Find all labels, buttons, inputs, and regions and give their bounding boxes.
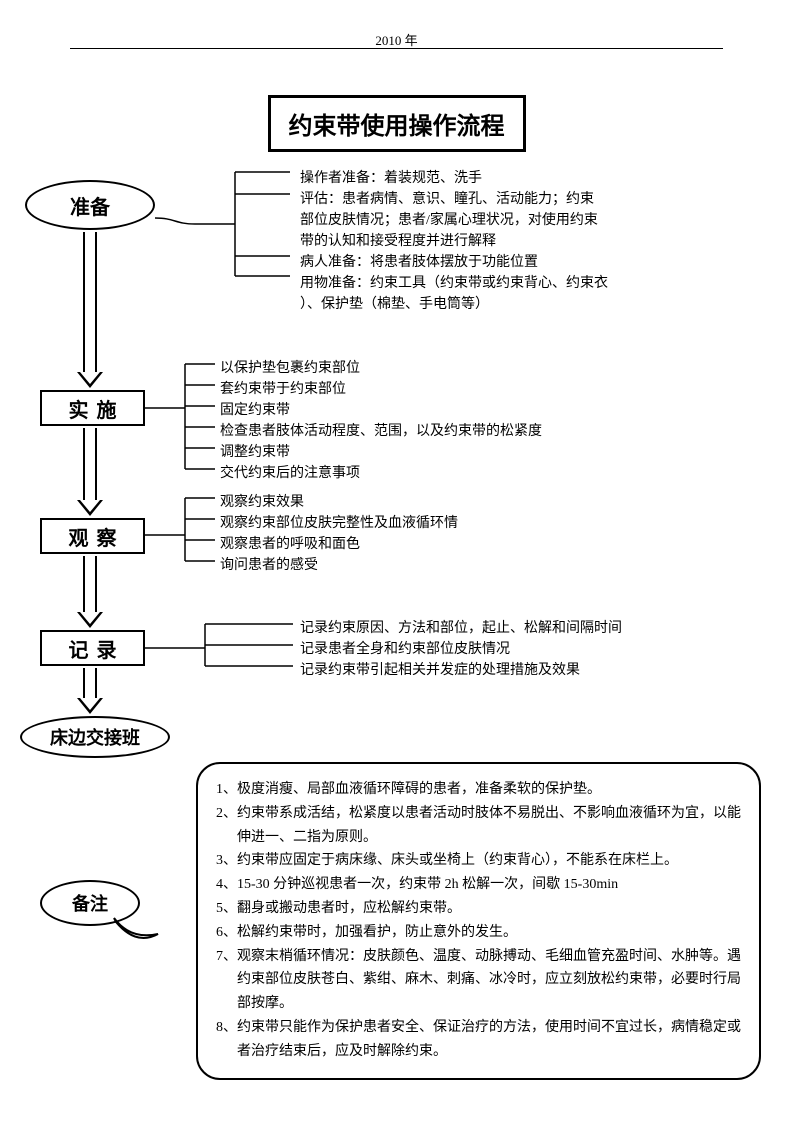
- note-text: 15-30 分钟巡视患者一次，约束带 2h 松解一次，间歇 15-30min: [237, 873, 741, 897]
- note-row: 2、约束带系成活结，松紧度以患者活动时肢体不易脱出、不影响血液循环为宜，以能伸进…: [216, 802, 741, 850]
- arrow-observe-record: [83, 556, 109, 628]
- note-row: 8、约束带只能作为保护患者安全、保证治疗的方法，使用时间不宜过长，病情稳定或者治…: [216, 1016, 741, 1064]
- callout-tail-icon: [112, 916, 162, 950]
- prepare-line: ）、保护垫（棉垫、手电筒等）: [300, 294, 608, 315]
- note-text: 松解约束带时，加强看护，防止意外的发生。: [237, 921, 741, 945]
- diagram-title: 约束带使用操作流程: [268, 95, 526, 152]
- prepare-line: 操作者准备：着装规范、洗手: [300, 168, 608, 189]
- implement-line: 套约束带于约束部位: [220, 379, 542, 400]
- node-record-label: 记录: [69, 634, 125, 663]
- brace-observe: [145, 490, 217, 580]
- note-text: 观察末梢循环情况：皮肤颜色、温度、动脉搏动、毛细血管充盈时间、水肿等。遇约束部位…: [237, 945, 741, 1016]
- record-line: 记录患者全身和约束部位皮肤情况: [300, 639, 622, 660]
- observe-line: 询问患者的感受: [220, 555, 458, 576]
- notes-box: 1、极度消瘦、局部血液循环障碍的患者，准备柔软的保护垫。 2、约束带系成活结，松…: [196, 762, 761, 1080]
- page-header-year: 2010 年: [0, 30, 793, 49]
- note-num: 3、: [216, 849, 237, 873]
- note-row: 1、极度消瘦、局部血液循环障碍的患者，准备柔软的保护垫。: [216, 778, 741, 802]
- header-divider: [70, 48, 723, 49]
- observe-line: 观察约束效果: [220, 492, 458, 513]
- observe-line: 观察患者的呼吸和面色: [220, 534, 458, 555]
- note-num: 1、: [216, 778, 237, 802]
- node-observe: 观察: [40, 518, 145, 554]
- note-num: 8、: [216, 1016, 237, 1064]
- brace-prepare: [155, 166, 295, 316]
- implement-line: 调整约束带: [220, 442, 542, 463]
- record-line: 记录约束带引起相关并发症的处理措施及效果: [300, 660, 622, 681]
- note-row: 7、观察末梢循环情况：皮肤颜色、温度、动脉搏动、毛细血管充盈时间、水肿等。遇约束…: [216, 945, 741, 1016]
- callout-notes: 备注: [40, 880, 140, 945]
- brace-record: [145, 616, 295, 686]
- note-text: 翻身或搬动患者时，应松解约束带。: [237, 897, 741, 921]
- brace-implement: [145, 356, 217, 486]
- note-row: 3、约束带应固定于病床缘、床头或坐椅上（约束背心），不能系在床栏上。: [216, 849, 741, 873]
- text-record: 记录约束原因、方法和部位，起止、松解和间隔时间 记录患者全身和约束部位皮肤情况 …: [300, 618, 622, 681]
- implement-line: 检查患者肢体活动程度、范围，以及约束带的松紧度: [220, 421, 542, 442]
- prepare-line: 用物准备：约束工具（约束带或约束背心、约束衣: [300, 273, 608, 294]
- implement-line: 交代约束后的注意事项: [220, 463, 542, 484]
- note-row: 5、翻身或搬动患者时，应松解约束带。: [216, 897, 741, 921]
- note-text: 极度消瘦、局部血液循环障碍的患者，准备柔软的保护垫。: [237, 778, 741, 802]
- node-prepare: 准备: [25, 180, 155, 230]
- note-text: 约束带系成活结，松紧度以患者活动时肢体不易脱出、不影响血液循环为宜，以能伸进一、…: [237, 802, 741, 850]
- node-observe-label: 观察: [69, 522, 125, 551]
- note-num: 4、: [216, 873, 237, 897]
- note-text: 约束带只能作为保护患者安全、保证治疗的方法，使用时间不宜过长，病情稳定或者治疗结…: [237, 1016, 741, 1064]
- note-row: 6、松解约束带时，加强看护，防止意外的发生。: [216, 921, 741, 945]
- node-handover-label: 床边交接班: [50, 724, 140, 750]
- text-implement: 以保护垫包裹约束部位 套约束带于约束部位 固定约束带 检查患者肢体活动程度、范围…: [220, 358, 542, 484]
- prepare-line: 带的认知和接受程度并进行解释: [300, 231, 608, 252]
- node-record: 记录: [40, 630, 145, 666]
- callout-notes-label: 备注: [72, 890, 108, 916]
- arrow-record-handover: [83, 668, 109, 714]
- text-observe: 观察约束效果 观察约束部位皮肤完整性及血液循环情 观察患者的呼吸和面色 询问患者…: [220, 492, 458, 576]
- node-implement-label: 实施: [69, 394, 125, 423]
- arrow-implement-observe: [83, 428, 109, 516]
- note-num: 2、: [216, 802, 237, 850]
- text-prepare: 操作者准备：着装规范、洗手 评估：患者病情、意识、瞳孔、活动能力；约束 部位皮肤…: [300, 168, 608, 315]
- node-handover: 床边交接班: [20, 716, 170, 758]
- node-prepare-label: 准备: [70, 191, 110, 220]
- prepare-line: 病人准备：将患者肢体摆放于功能位置: [300, 252, 608, 273]
- implement-line: 以保护垫包裹约束部位: [220, 358, 542, 379]
- note-text: 约束带应固定于病床缘、床头或坐椅上（约束背心），不能系在床栏上。: [237, 849, 741, 873]
- node-implement: 实施: [40, 390, 145, 426]
- note-num: 6、: [216, 921, 237, 945]
- note-row: 4、15-30 分钟巡视患者一次，约束带 2h 松解一次，间歇 15-30min: [216, 873, 741, 897]
- note-num: 7、: [216, 945, 237, 1016]
- note-num: 5、: [216, 897, 237, 921]
- prepare-line: 评估：患者病情、意识、瞳孔、活动能力；约束: [300, 189, 608, 210]
- prepare-line: 部位皮肤情况；患者/家属心理状况，对使用约束: [300, 210, 608, 231]
- record-line: 记录约束原因、方法和部位，起止、松解和间隔时间: [300, 618, 622, 639]
- implement-line: 固定约束带: [220, 400, 542, 421]
- arrow-prepare-implement: [83, 232, 109, 388]
- observe-line: 观察约束部位皮肤完整性及血液循环情: [220, 513, 458, 534]
